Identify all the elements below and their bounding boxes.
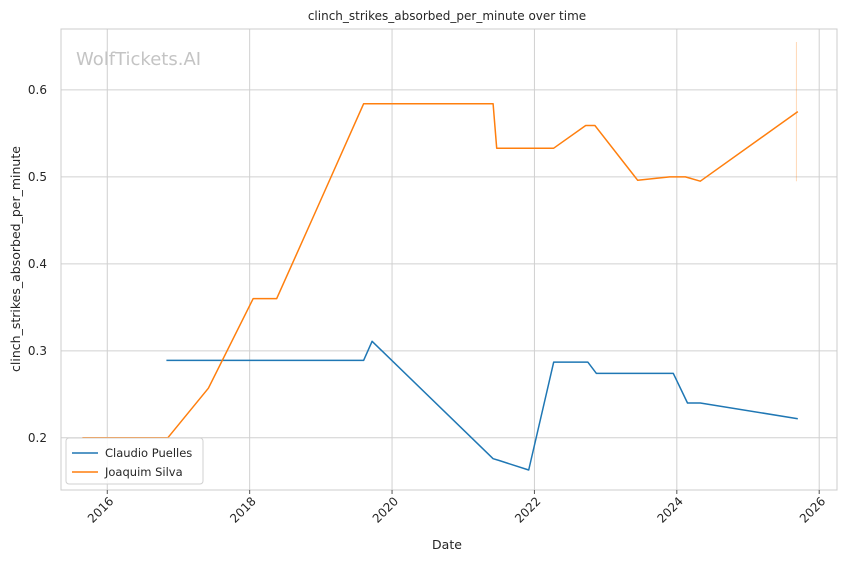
y-tick-label: 0.5: [28, 170, 47, 184]
plot-frame: [60, 28, 838, 491]
series-line-joaquim-silva: [82, 103, 799, 439]
chart-title: clinch_strikes_absorbed_per_minute over …: [308, 9, 586, 23]
x-tick-label: 2018: [227, 494, 258, 525]
y-axis-label: clinch_strikes_absorbed_per_minute: [8, 146, 23, 372]
legend: Claudio Puelles Joaquim Silva: [65, 437, 204, 485]
watermark-text: WolfTickets.AI: [76, 49, 201, 70]
gridlines: [61, 29, 837, 490]
x-tick-label: 2020: [370, 494, 401, 525]
series-line-claudio-puelles: [166, 340, 798, 471]
series-lines: [82, 42, 799, 471]
y-tick-label: 0.3: [28, 344, 47, 358]
legend-label-claudio: Claudio Puelles: [105, 446, 192, 460]
x-tick-label: 2024: [654, 494, 685, 525]
y-tick-label: 0.6: [28, 83, 47, 97]
x-tick-label: 2016: [85, 494, 116, 525]
y-tick-label: 0.4: [28, 257, 47, 271]
x-tick-label: 2022: [512, 494, 543, 525]
x-axis-label: Date: [432, 537, 462, 552]
legend-box: [65, 437, 204, 485]
legend-label-joaquim: Joaquim Silva: [104, 465, 183, 479]
x-tick-label: 2026: [797, 494, 828, 525]
y-tick-label: 0.2: [28, 431, 47, 445]
